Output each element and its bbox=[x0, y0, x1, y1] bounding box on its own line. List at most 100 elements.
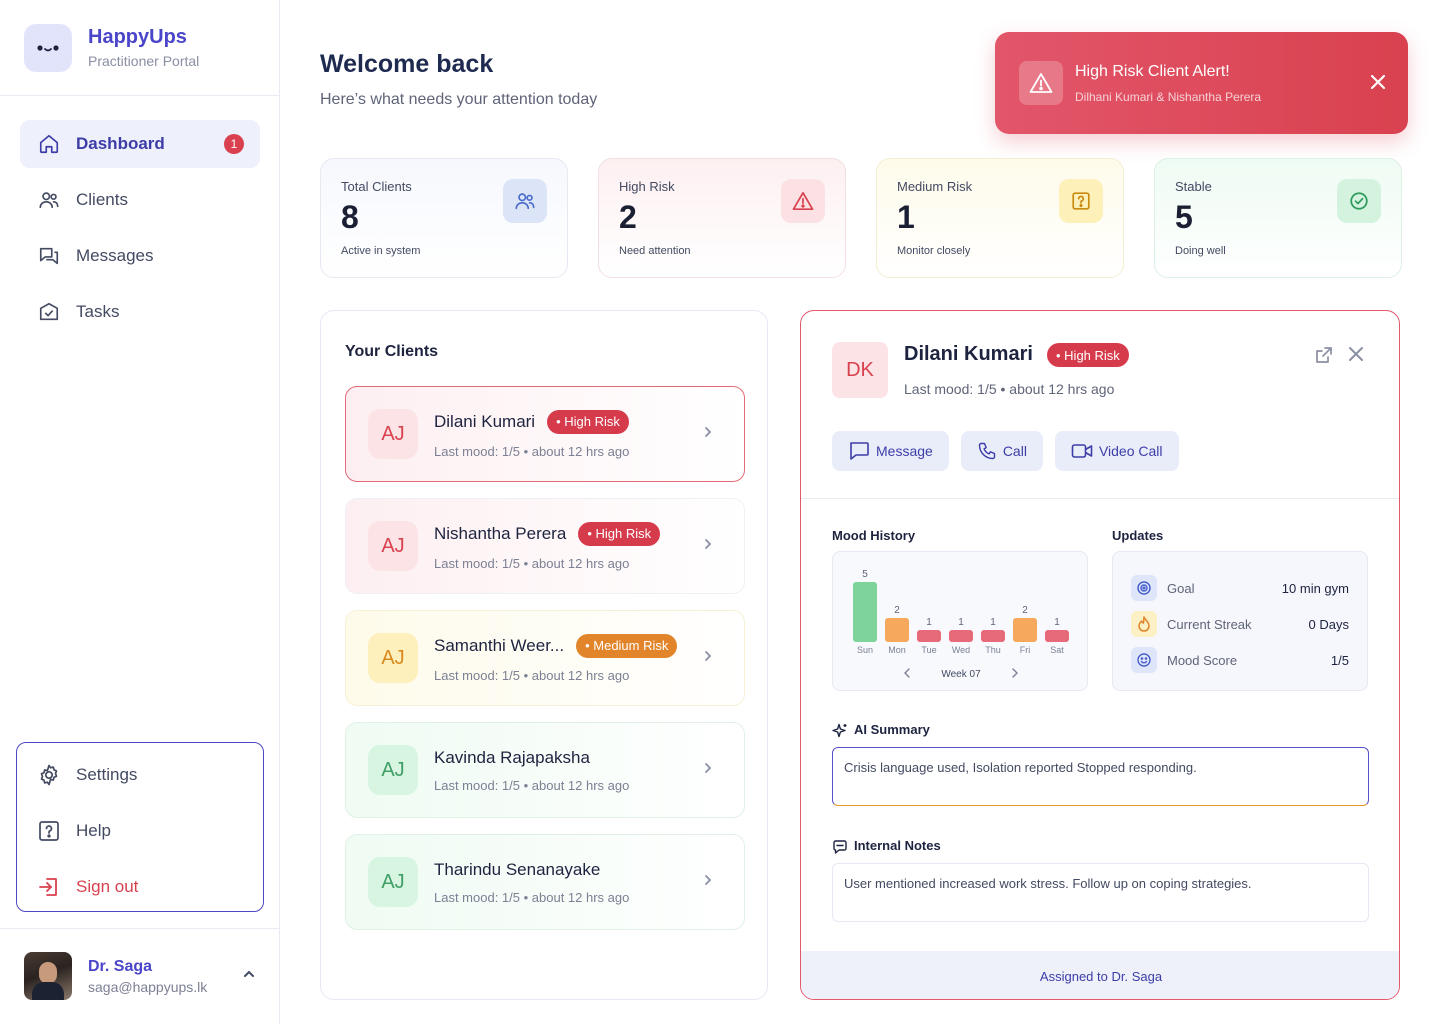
nav-label: Messages bbox=[76, 246, 154, 265]
close-icon[interactable] bbox=[1368, 72, 1388, 92]
settings-button[interactable]: Settings bbox=[17, 747, 263, 803]
mood-bar-thu[interactable] bbox=[981, 630, 1005, 642]
brand[interactable]: HappyUps Practitioner Portal bbox=[24, 24, 199, 72]
external-link-icon[interactable] bbox=[1314, 345, 1334, 370]
sparkle-icon bbox=[832, 723, 848, 739]
home-icon bbox=[38, 133, 60, 155]
gear-icon bbox=[37, 763, 61, 787]
help-label: Help bbox=[76, 821, 111, 840]
video-call-label: Video Call bbox=[1098, 443, 1163, 459]
call-button[interactable]: Call bbox=[960, 431, 1043, 471]
user-email: saga@happyups.lk bbox=[88, 979, 208, 995]
update-label: Goal bbox=[1167, 580, 1195, 596]
stat-label: Medium Risk bbox=[897, 179, 973, 194]
client-card[interactable]: AJ Dilani Kumari • High Risk Last mood: … bbox=[345, 386, 745, 482]
client-card[interactable]: AJ Kavinda Rajapaksha Last mood: 1/5 • a… bbox=[345, 722, 745, 818]
update-row-mood-score: Mood Score 1/5 bbox=[1131, 642, 1349, 678]
nav-item-dashboard[interactable]: Dashboard 1 bbox=[20, 120, 260, 168]
mood-bar-value: 1 bbox=[990, 617, 996, 628]
stat-label: High Risk bbox=[619, 179, 675, 194]
help-button[interactable]: Help bbox=[17, 803, 263, 859]
mood-day-label: Fri bbox=[1020, 645, 1031, 655]
mood-bar-value: 2 bbox=[1022, 605, 1028, 616]
nav-label: Tasks bbox=[76, 302, 120, 321]
mood-bar-fri[interactable] bbox=[1013, 618, 1037, 642]
sign-out-button[interactable]: Sign out bbox=[17, 859, 263, 915]
brand-name: HappyUps bbox=[88, 26, 187, 48]
stat-card-high-risk[interactable]: High Risk 2 Need attention bbox=[598, 158, 846, 278]
nav-label: Clients bbox=[76, 190, 128, 209]
mood-bar-sun[interactable] bbox=[853, 582, 877, 642]
mood-history-chart: 5 Sun 2 Mon 1 Tue 1 Wed 1 Thu 2 Fri 1 Sat Week 07 bbox=[832, 551, 1088, 691]
internal-notes-input[interactable]: User mentioned increased work stress. Fo… bbox=[832, 863, 1369, 922]
clients-panel: Your Clients AJ Dilani Kumari • High Ris… bbox=[320, 310, 768, 1000]
risk-badge: • Medium Risk bbox=[576, 633, 678, 658]
client-name: Dilani Kumari bbox=[434, 411, 536, 431]
close-icon[interactable] bbox=[1347, 345, 1365, 368]
alert-subtitle: Dilhani Kumari & Nishantha Perera bbox=[1075, 90, 1262, 104]
week-label: Week 07 bbox=[941, 669, 981, 680]
update-row-goal: Goal 10 min gym bbox=[1131, 570, 1349, 606]
nav-item-tasks[interactable]: Tasks bbox=[20, 288, 260, 336]
client-meta: Last mood: 1/5 • about 12 hrs ago bbox=[904, 381, 1115, 397]
client-card[interactable]: AJ Samanthi Weer... • Medium Risk Last m… bbox=[345, 610, 745, 706]
ai-summary-text: Crisis language used, Isolation reported… bbox=[832, 747, 1369, 806]
stat-label: Stable bbox=[1175, 179, 1212, 194]
stat-card-medium-risk[interactable]: Medium Risk 1 Monitor closely bbox=[876, 158, 1124, 278]
clients-title: Your Clients bbox=[345, 343, 439, 360]
client-name: Samanthi Weer... bbox=[434, 635, 565, 655]
prev-week-chevron-icon[interactable] bbox=[904, 668, 910, 678]
high-risk-alert[interactable]: High Risk Client Alert! Dilhani Kumari &… bbox=[995, 32, 1408, 134]
update-value: 0 Days bbox=[1308, 616, 1349, 632]
stat-subtitle: Doing well bbox=[1175, 245, 1226, 257]
client-name: Tharindu Senanayake bbox=[434, 859, 601, 879]
sign-out-label: Sign out bbox=[76, 877, 139, 896]
client-card[interactable]: AJ Nishantha Perera • High Risk Last moo… bbox=[345, 498, 745, 594]
stat-value: 8 bbox=[341, 199, 359, 235]
smile-icon bbox=[1131, 647, 1157, 673]
client-avatar: AJ bbox=[368, 521, 418, 571]
help-icon bbox=[37, 819, 61, 843]
client-avatar: AJ bbox=[368, 633, 418, 683]
chevron-up-icon[interactable] bbox=[242, 967, 256, 986]
stat-subtitle: Monitor closely bbox=[897, 245, 971, 257]
users-icon bbox=[38, 189, 60, 211]
nav-item-clients[interactable]: Clients bbox=[20, 176, 260, 224]
client-card[interactable]: AJ Tharindu Senanayake Last mood: 1/5 • … bbox=[345, 834, 745, 930]
next-week-chevron-icon[interactable] bbox=[1012, 668, 1018, 678]
ai-summary-title: AI Summary bbox=[832, 722, 930, 739]
mood-day-label: Tue bbox=[921, 645, 936, 655]
message-label: Message bbox=[876, 443, 933, 459]
brand-subtitle: Practitioner Portal bbox=[88, 53, 200, 69]
page-title: Welcome back bbox=[320, 50, 494, 78]
client-avatar: AJ bbox=[368, 857, 418, 907]
client-detail-panel: DK Dilani Kumari • High Risk Last mood: … bbox=[800, 310, 1400, 1000]
mood-bar-wed[interactable] bbox=[949, 630, 973, 642]
message-button[interactable]: Message bbox=[832, 431, 949, 471]
client-avatar: AJ bbox=[368, 409, 418, 459]
client-name: Kavinda Rajapaksha bbox=[434, 747, 590, 767]
stat-label: Total Clients bbox=[341, 179, 412, 194]
client-meta: Last mood: 1/5 • about 12 hrs ago bbox=[434, 667, 630, 683]
nav-item-messages[interactable]: Messages bbox=[20, 232, 260, 280]
mood-bar-tue[interactable] bbox=[917, 630, 941, 642]
chevron-right-icon bbox=[702, 425, 714, 444]
mood-history-title: Mood History bbox=[832, 528, 916, 543]
internal-notes-label: Internal Notes bbox=[854, 838, 941, 853]
notes-icon bbox=[832, 839, 848, 855]
client-avatar: AJ bbox=[368, 745, 418, 795]
target-icon bbox=[1131, 575, 1157, 601]
video-call-button[interactable]: Video Call bbox=[1054, 431, 1179, 471]
nav-label: Dashboard bbox=[76, 134, 165, 153]
stat-card-stable[interactable]: Stable 5 Doing well bbox=[1154, 158, 1402, 278]
flame-icon bbox=[1131, 611, 1157, 637]
mood-bar-mon[interactable] bbox=[885, 618, 909, 642]
ai-summary-label: AI Summary bbox=[854, 722, 930, 737]
update-label: Current Streak bbox=[1167, 616, 1252, 632]
mood-bar-sat[interactable] bbox=[1045, 630, 1069, 642]
user-profile[interactable]: Dr. Saga saga@happyups.lk bbox=[24, 952, 256, 1000]
alert-title: High Risk Client Alert! bbox=[1075, 63, 1230, 80]
chevron-right-icon bbox=[702, 537, 714, 556]
secondary-nav: Settings Help Sign out bbox=[16, 742, 264, 912]
stat-card-total-clients[interactable]: Total Clients 8 Active in system bbox=[320, 158, 568, 278]
